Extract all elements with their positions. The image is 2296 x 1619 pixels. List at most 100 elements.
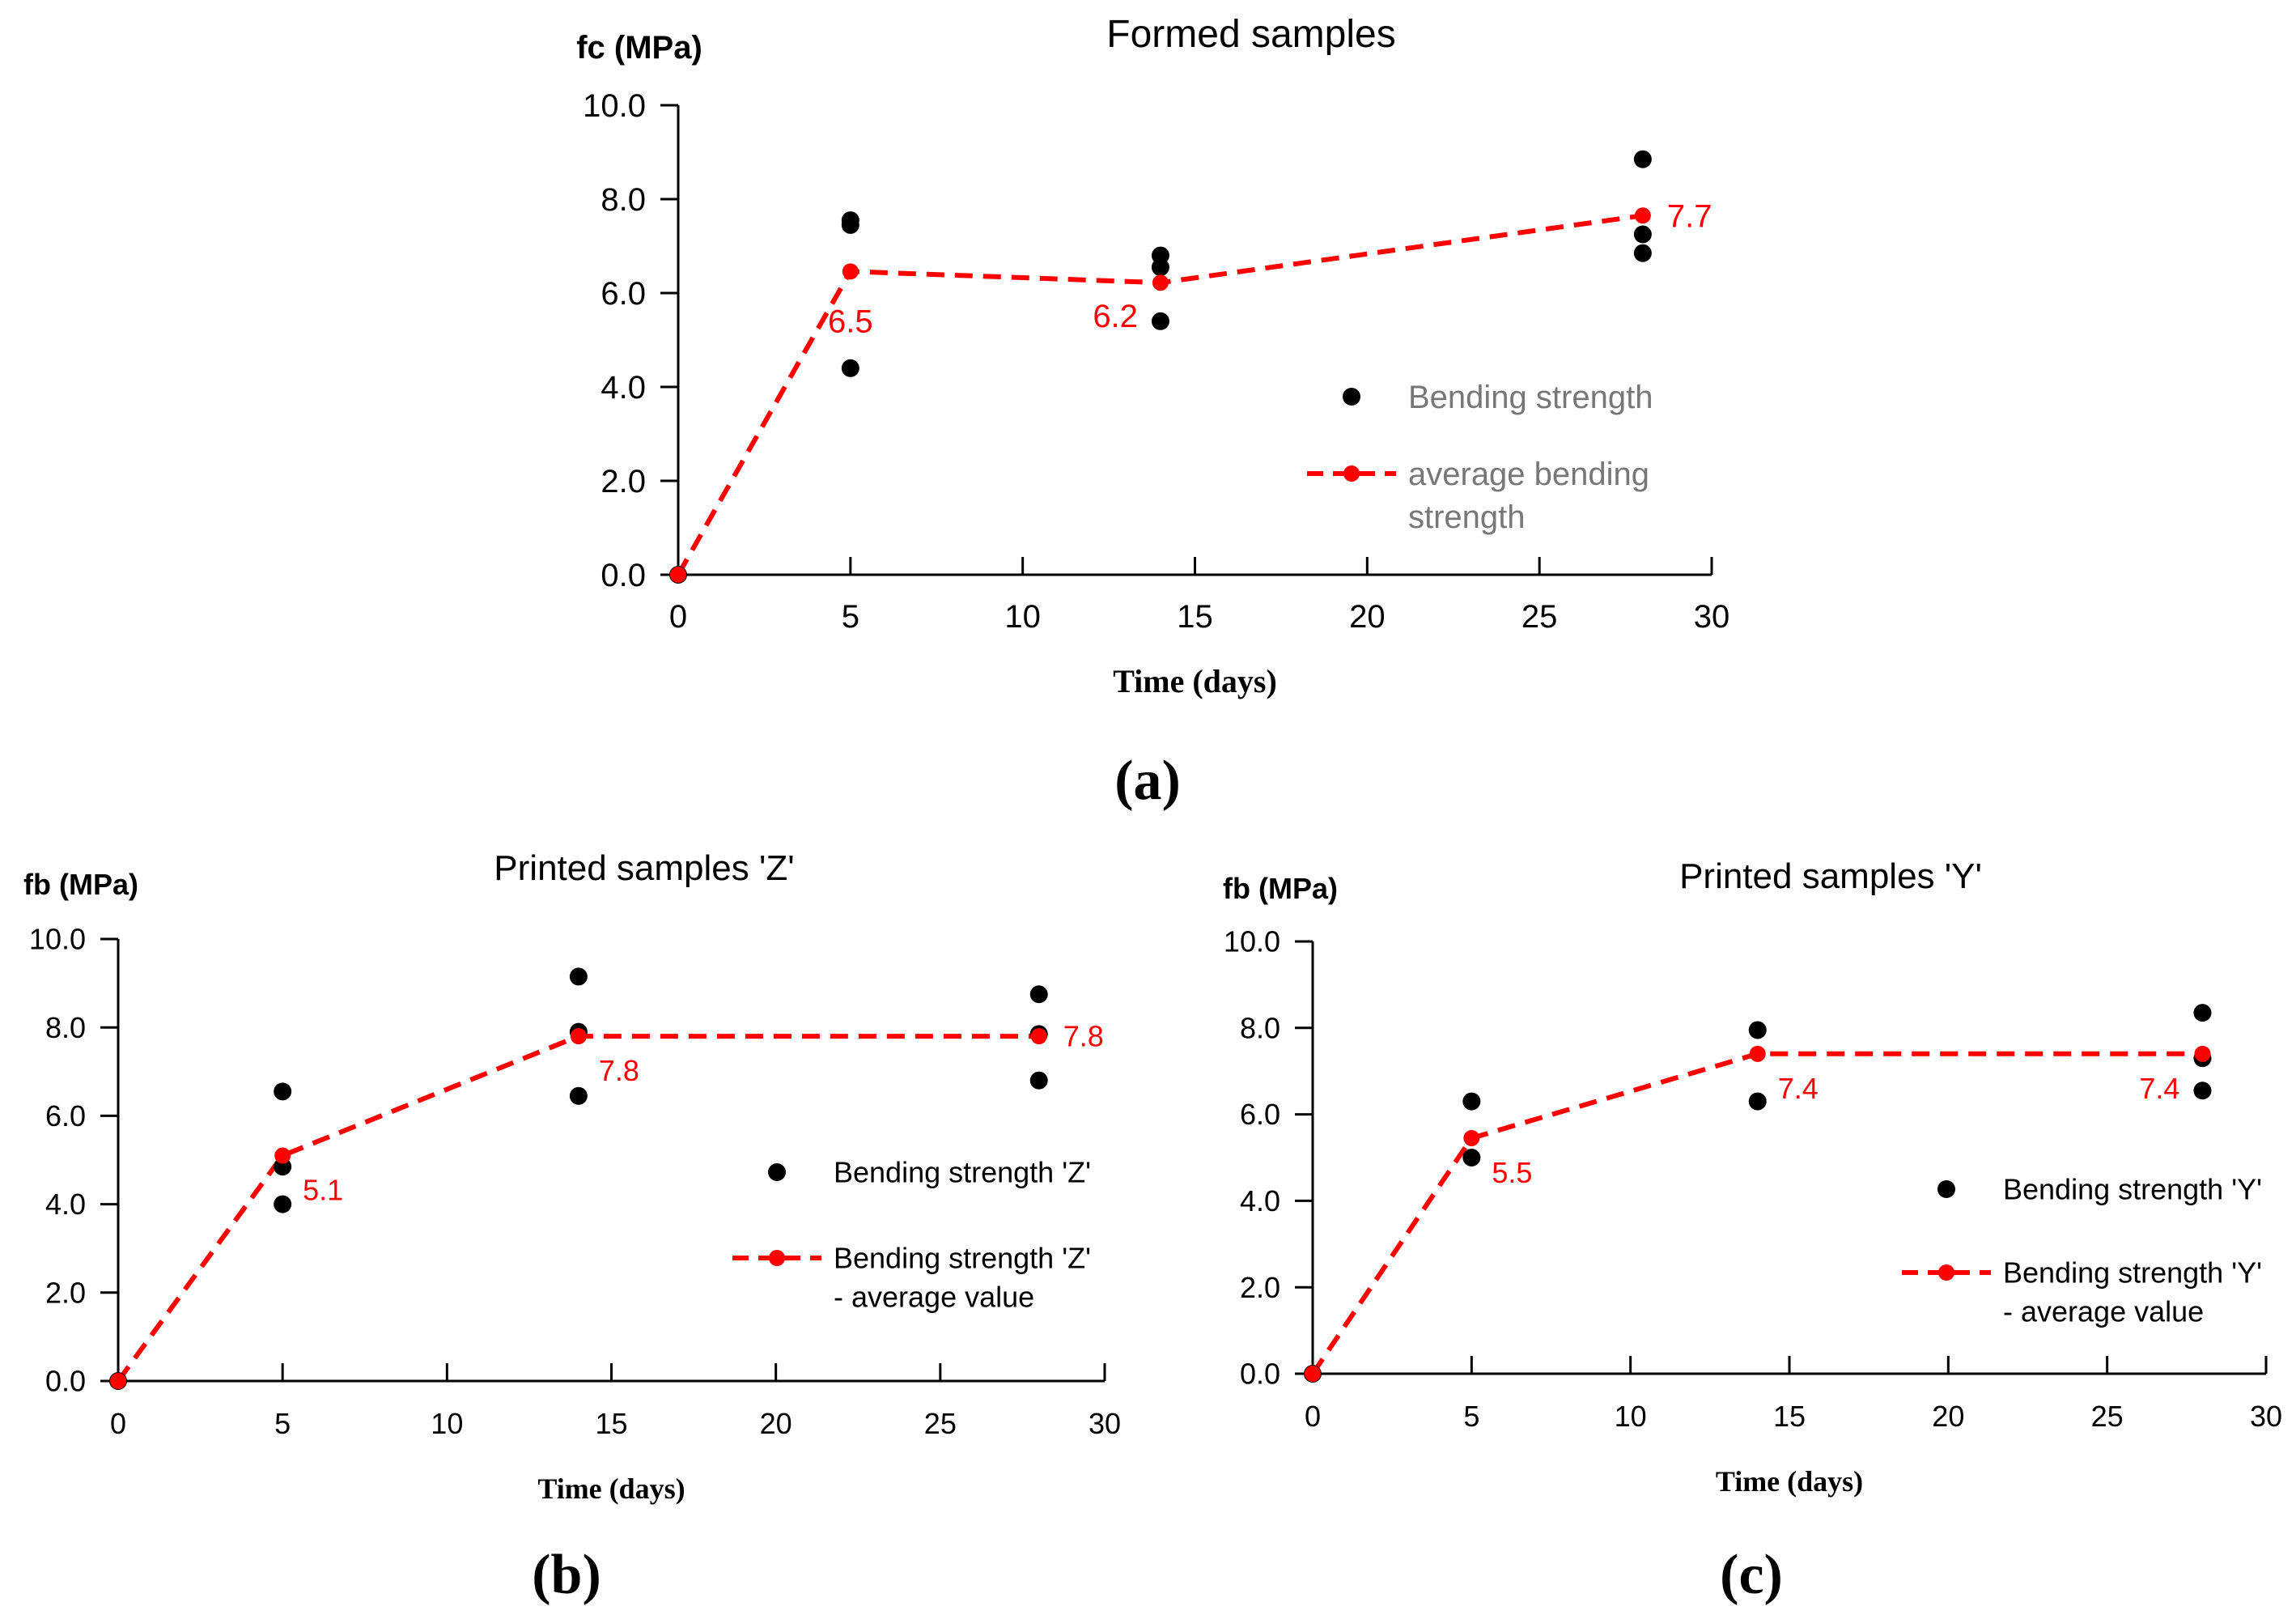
average-point [1634,207,1651,224]
x-tick-label: 10 [1615,1400,1647,1433]
y-tick-label: 2.0 [1240,1271,1280,1304]
x-axis-label: Time (days) [537,1472,685,1505]
data-label: 5.5 [1492,1156,1532,1189]
x-tick-label: 5 [842,599,859,635]
chart-title: Printed samples 'Z' [494,848,794,888]
x-tick-label: 15 [595,1407,627,1440]
data-label: 7.8 [599,1054,639,1087]
x-axis-label: Time (days) [1113,663,1277,699]
data-label: 6.5 [828,304,873,339]
x-tick-label: 5 [274,1407,291,1440]
x-tick-label: 25 [924,1407,957,1440]
legend-scatter-label: Bending strength 'Y' [2003,1173,2262,1206]
average-point [1749,1045,1766,1062]
average-point [842,263,859,280]
y-tick-label: 10.0 [583,88,646,124]
scatter-point [1029,985,1048,1004]
x-tick-label: 20 [1932,1400,1964,1433]
x-tick-label: 25 [1521,599,1558,635]
average-point [670,567,686,583]
data-label: 7.4 [2139,1072,2179,1105]
x-tick-label: 5 [1463,1400,1479,1433]
scatter-point [569,1086,588,1105]
panel-label-c: (c) [1720,1544,1783,1606]
data-label: 6.2 [1093,299,1138,334]
y-tick-label: 4.0 [45,1188,86,1221]
y-tick-label: 6.0 [601,276,646,312]
x-tick-label: 20 [760,1407,792,1440]
y-tick-label: 6.0 [1240,1098,1280,1131]
chart-printed-samples-z: Printed samples 'Z' fb (MPa) Time (days) 0 5… [23,848,1121,1505]
chart-title: Printed samples 'Y' [1679,856,1982,896]
scatter-point [1462,1149,1481,1166]
data-label: 7.4 [1778,1072,1819,1105]
legend-line-label: Bending strength 'Z' - average value [834,1242,1091,1314]
legend-line-dot [1343,465,1360,482]
average-point [1152,274,1169,291]
legend-line-dot [1938,1264,1954,1281]
x-axis-label: Time (days) [1716,1465,1863,1498]
data-label: 7.7 [1667,198,1712,234]
x-tick-label: 30 [1694,599,1730,635]
y-tick-label: 10.0 [1224,925,1280,958]
average-point [110,1373,126,1389]
y-tick-label: 2.0 [45,1276,86,1309]
legend-scatter-marker [1343,388,1360,406]
x-tick-label: 30 [2250,1400,2282,1433]
legend-line-label: Bending strength 'Y' - average value [2003,1256,2262,1328]
average-point [274,1147,291,1164]
scatter-point [1029,1071,1048,1090]
y-tick-label: 4.0 [1240,1184,1280,1217]
scatter-point [841,215,859,234]
average-point [570,1028,587,1045]
average-point [2194,1045,2211,1062]
legend-line-dot [769,1250,785,1266]
scatter-point [1151,312,1169,330]
scatter-point [1462,1092,1481,1111]
y-tick-label: 6.0 [45,1099,86,1132]
chart-formed-samples: Formed samples fc (MPa) Time (days) 0 5 10 15 2… [576,13,1729,699]
y-axis-label: fb (MPa) [23,868,138,901]
x-tick-label: 0 [669,599,687,635]
legend: Bending strength average bending strength [1307,380,1653,535]
legend-scatter-marker [1937,1180,1955,1198]
scatter-point [2193,1081,2212,1100]
x-tick-label: 25 [2091,1400,2124,1433]
y-tick-label: 4.0 [601,370,646,406]
legend: Bending strength 'Z' Bending strength 'Z'… [732,1156,1091,1314]
y-tick-label: 0.0 [601,558,646,593]
x-tick-label: 15 [1177,599,1213,635]
data-label: 7.8 [1063,1020,1104,1053]
legend: Bending strength 'Y' Bending strength 'Y'… [1902,1173,2262,1328]
scatter-point [1633,225,1652,244]
scatter-point [1633,244,1652,262]
y-tick-label: 2.0 [601,464,646,499]
scatter-point [2193,1004,2212,1022]
scatter-point [274,1082,292,1101]
average-point [1463,1129,1480,1146]
x-tick-label: 30 [1089,1407,1121,1440]
x-tick-label: 0 [1305,1400,1321,1433]
data-label: 5.1 [303,1174,343,1207]
scatter-point [1748,1092,1767,1111]
y-tick-label: 10.0 [29,923,86,956]
y-tick-label: 0.0 [1240,1358,1280,1391]
legend-scatter-marker [768,1163,786,1181]
x-tick-label: 20 [1349,599,1386,635]
average-point [1305,1366,1321,1382]
average-line [1310,1051,2203,1375]
scatter-point [1633,150,1652,168]
scatter-point [841,359,859,377]
y-tick-label: 0.0 [45,1365,86,1398]
y-axis-label: fc (MPa) [576,30,702,66]
legend-scatter-label: Bending strength [1408,380,1653,415]
scatter-point [1748,1021,1767,1039]
chart-printed-samples-y: Printed samples 'Y' fb (MPa) Time (days) 0 5… [1223,856,2282,1498]
scatter-point [569,967,588,986]
legend-scatter-label: Bending strength 'Z' [834,1156,1091,1189]
average-line [676,213,1644,576]
average-point [1030,1028,1047,1045]
x-tick-label: 10 [1004,599,1041,635]
y-axis-label: fb (MPa) [1223,872,1338,905]
